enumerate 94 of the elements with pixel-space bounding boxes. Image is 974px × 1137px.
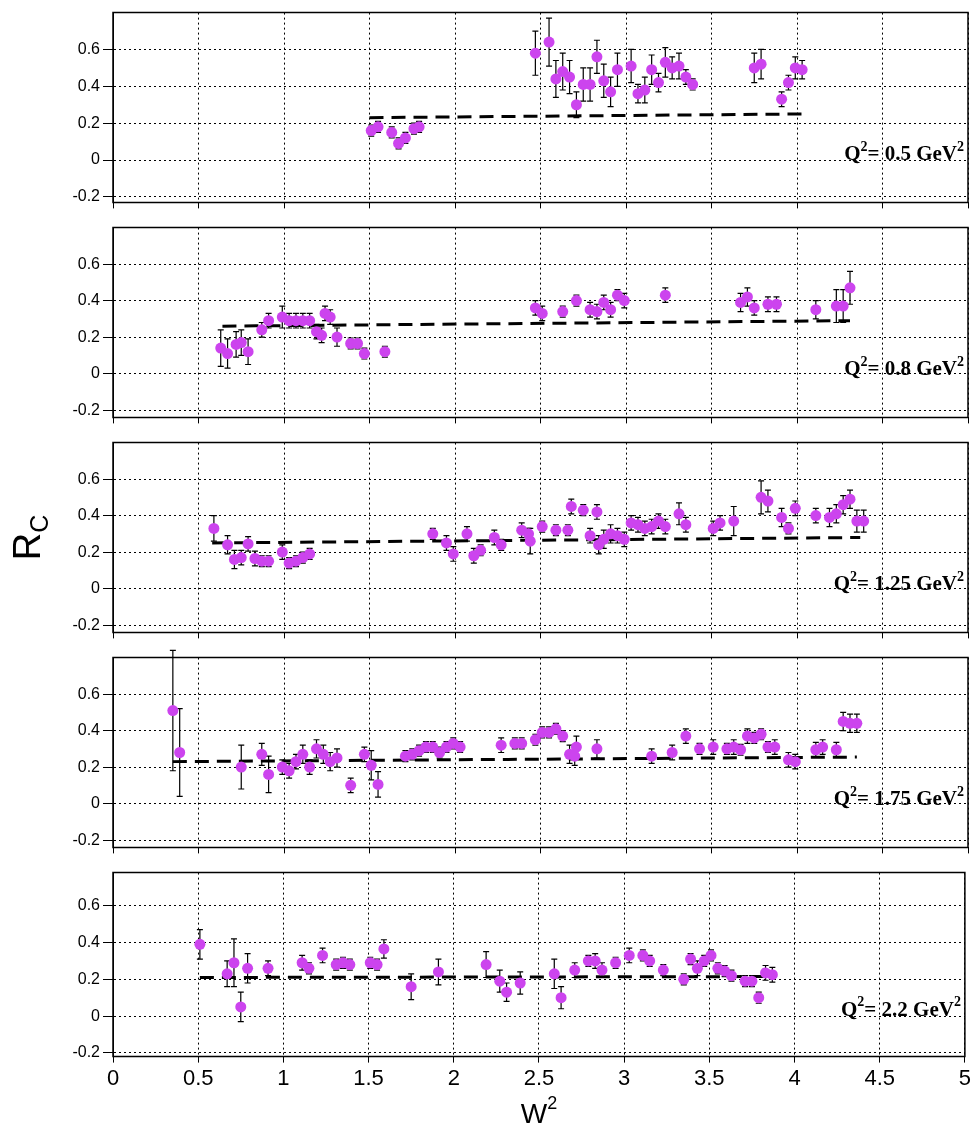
point [317, 748, 329, 760]
y-tick-label: 0.6 [77, 896, 101, 914]
point [331, 331, 343, 343]
point [844, 282, 856, 294]
point [365, 759, 377, 771]
point [167, 705, 179, 717]
y-tick-label: 0.4 [77, 291, 101, 309]
point [735, 296, 747, 308]
point [501, 986, 513, 998]
point [796, 64, 808, 76]
y-tick-label: 0.2 [77, 969, 101, 987]
point [372, 778, 384, 790]
y-tick-label: 0.2 [77, 113, 101, 131]
x-tick-label: 3.5 [694, 1064, 725, 1090]
x-tick-label: 2.5 [523, 1064, 555, 1090]
y-tick-label: 0.4 [77, 76, 101, 94]
x-tick-label: 4.5 [864, 1064, 895, 1090]
x-tick-label: 1.5 [353, 1064, 384, 1090]
point [605, 86, 617, 98]
point [263, 768, 275, 780]
point [646, 64, 658, 76]
point [555, 992, 567, 1004]
y-tick-label: 0.6 [77, 254, 101, 272]
point [494, 975, 506, 987]
y-tick-label: 0 [91, 150, 101, 168]
point [570, 741, 582, 753]
y-tick-label: -0.2 [72, 1043, 101, 1061]
point [564, 71, 576, 83]
point [741, 291, 753, 303]
y-tick-label: 0.4 [77, 721, 101, 739]
point [432, 966, 444, 978]
point [297, 748, 309, 760]
point [673, 508, 685, 520]
point [611, 64, 623, 76]
point [378, 943, 390, 955]
point [548, 968, 560, 980]
point [591, 743, 603, 755]
y-axis-title: RC [6, 514, 54, 561]
point [570, 99, 582, 111]
point [639, 84, 651, 96]
y-tick-label: 0.2 [77, 757, 101, 775]
point [222, 539, 234, 551]
point [228, 957, 240, 969]
point [830, 508, 842, 520]
point [256, 748, 268, 760]
y-tick-label: 0.4 [77, 932, 101, 950]
point [755, 58, 767, 70]
point [514, 977, 526, 989]
y-tick-label: -0.2 [72, 187, 101, 205]
point [591, 51, 603, 63]
point [174, 747, 186, 758]
point [810, 304, 822, 316]
x-tick-label: 2 [447, 1064, 460, 1090]
point [194, 938, 206, 950]
point [762, 495, 774, 507]
point [550, 73, 562, 85]
x-tick-label: 5 [958, 1064, 972, 1090]
x-tick-label: 3 [618, 1064, 631, 1090]
y-tick-label: -0.2 [72, 400, 101, 418]
point [543, 36, 555, 48]
point [524, 535, 536, 547]
point [235, 761, 247, 773]
point [598, 75, 610, 87]
y-tick-label: 0.2 [77, 327, 101, 345]
point [728, 515, 740, 527]
point [673, 60, 685, 72]
point [235, 1001, 247, 1013]
point [844, 493, 856, 505]
y-tick-label: -0.2 [72, 830, 101, 848]
point [529, 47, 541, 59]
point [221, 968, 233, 980]
point [480, 959, 492, 971]
y-tick-label: 0.4 [77, 506, 101, 524]
y-tick-label: 0 [91, 1006, 101, 1024]
y-tick-label: 0 [91, 579, 101, 597]
y-tick-label: 0.6 [77, 469, 101, 487]
point [625, 60, 637, 72]
point [331, 752, 343, 764]
point [776, 511, 788, 523]
x-tick-label: 0.5 [182, 1064, 214, 1090]
point [208, 522, 220, 534]
y-tick-label: 0.6 [77, 684, 101, 702]
point [222, 348, 234, 360]
x-tick-label: 4 [788, 1064, 801, 1090]
point [405, 981, 417, 993]
point [242, 962, 254, 974]
y-tick-label: 0.2 [77, 542, 101, 560]
point [242, 346, 254, 358]
point [652, 77, 664, 89]
y-tick-label: 0 [91, 364, 101, 382]
y-tick-label: -0.2 [72, 615, 101, 633]
y-tick-label: 0.6 [77, 39, 101, 57]
y-tick-label: 0 [91, 794, 101, 812]
x-tick-label: 1 [277, 1064, 290, 1090]
